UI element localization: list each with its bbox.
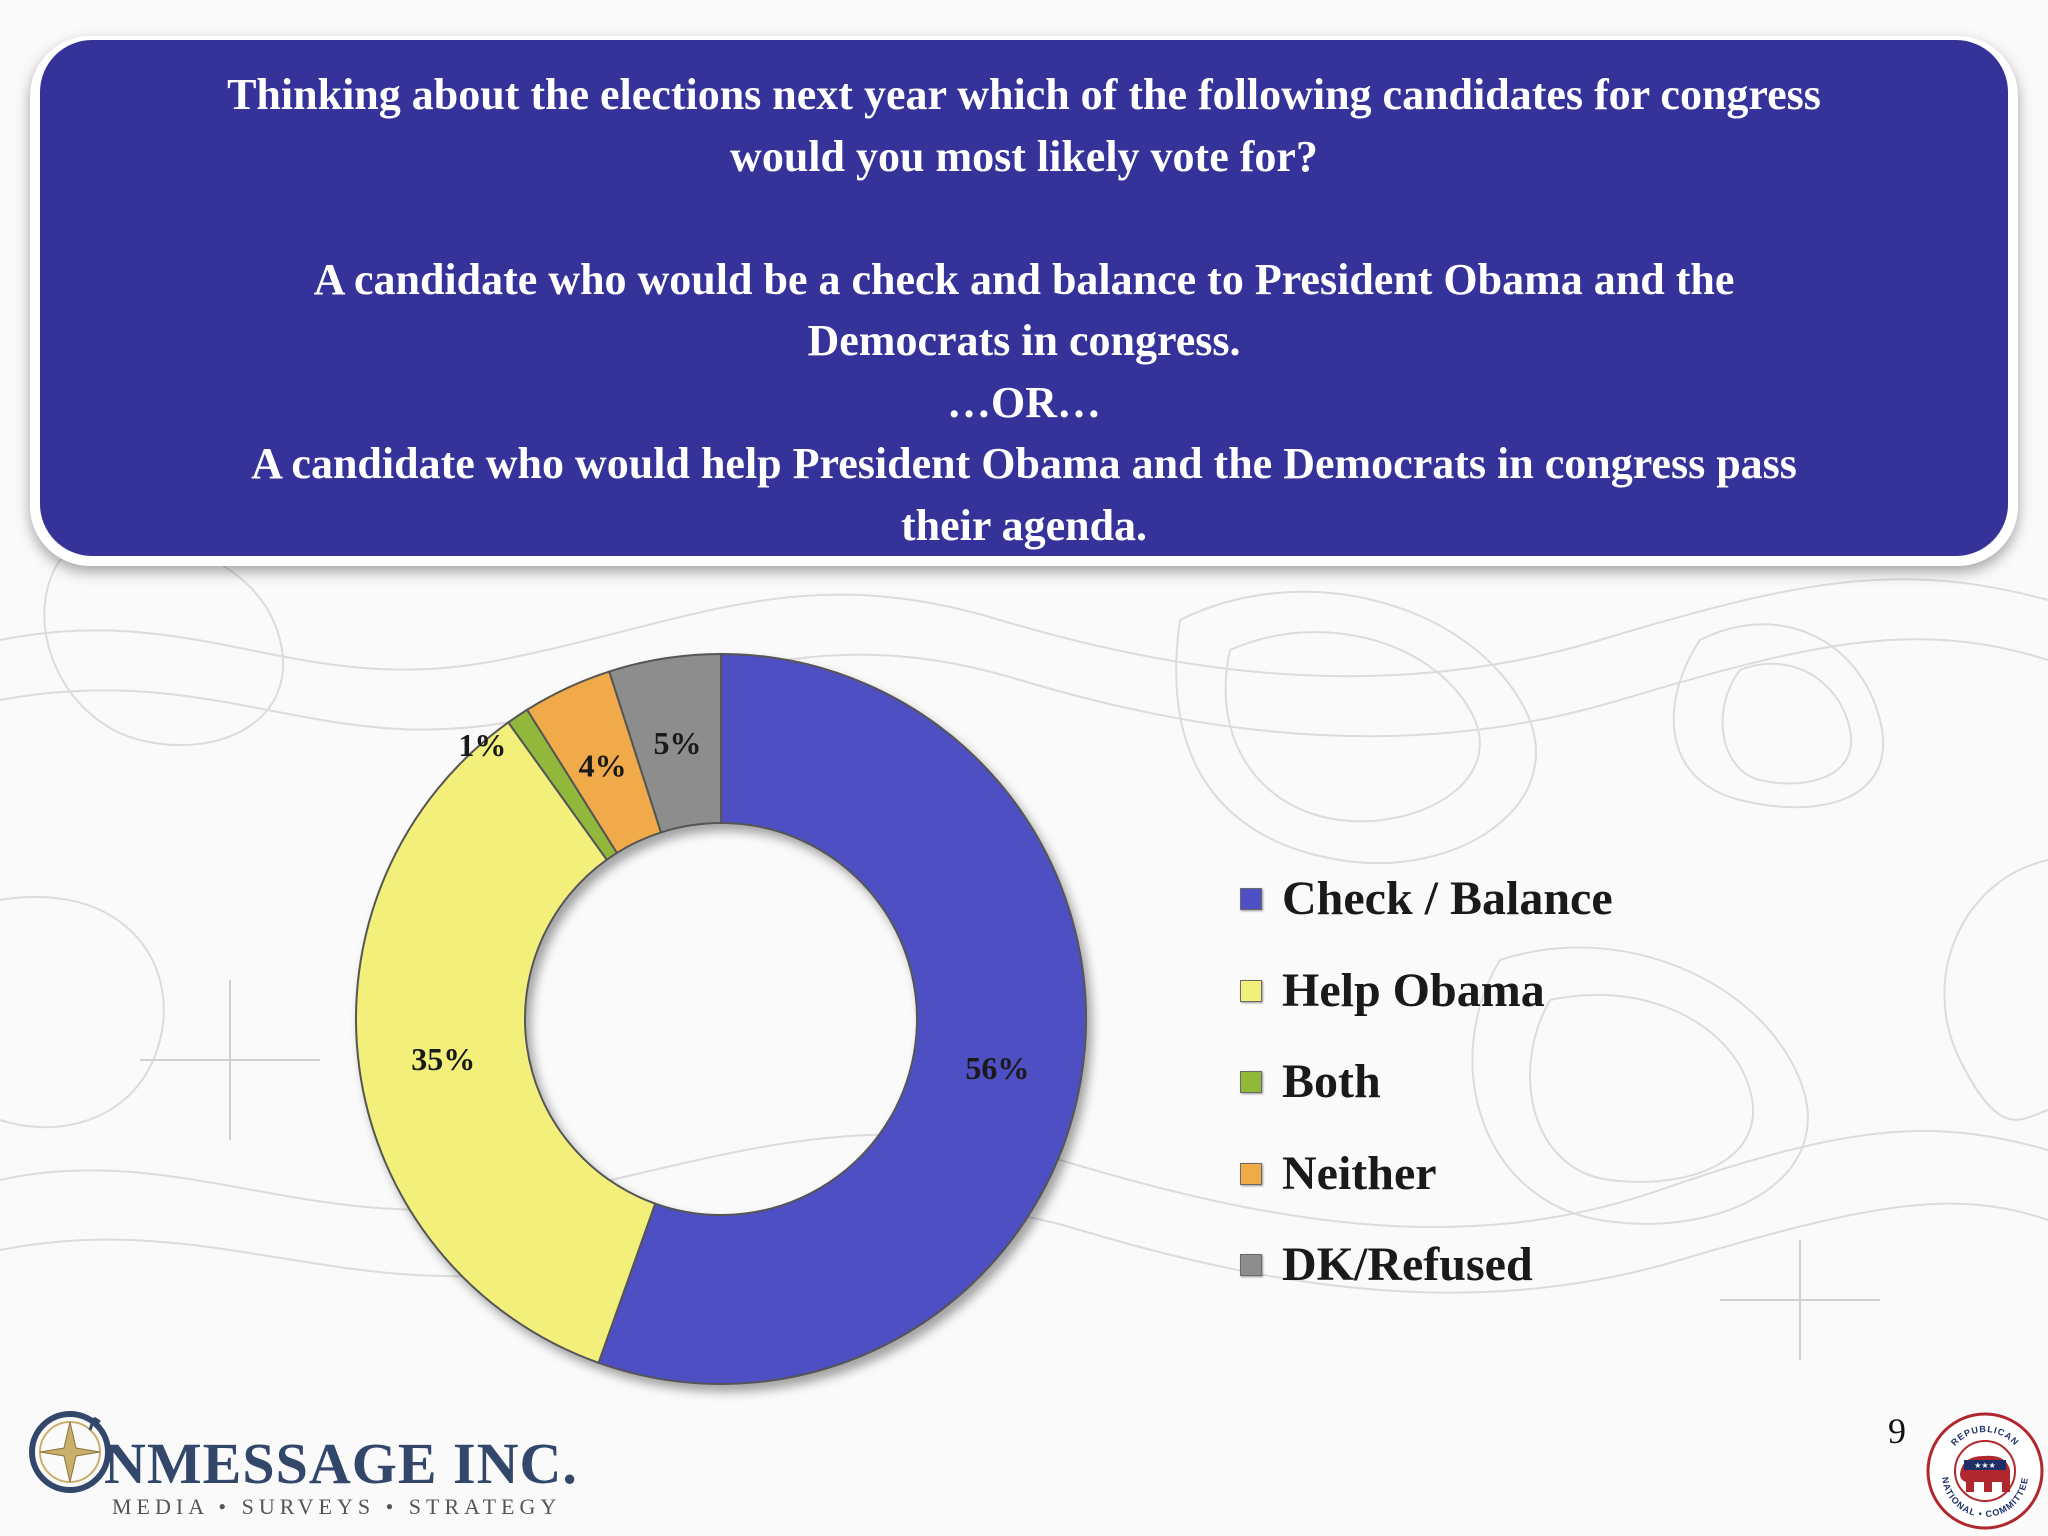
question-banner: Thinking about the elections next year w… (40, 40, 2008, 556)
svg-text:★★★: ★★★ (1974, 1461, 1996, 1470)
donut-slice-help-obama (355, 720, 657, 1365)
legend-label: DK/Refused (1282, 1238, 1533, 1291)
legend-label: Neither (1282, 1146, 1437, 1200)
data-label: 4% (579, 748, 627, 784)
question-line: A candidate who would be a check and bal… (313, 254, 1735, 304)
data-label: 56% (965, 1050, 1029, 1086)
question-line: A candidate who would help President Oba… (251, 439, 1797, 488)
page-number: 9 (1888, 1411, 1906, 1451)
legend-swatch (1240, 1162, 1262, 1185)
question-line: would you most likely vote for? (730, 131, 1318, 181)
donut-slice-check-balance (597, 652, 1088, 1385)
legend-label: Both (1282, 1055, 1381, 1108)
logo-tagline: MEDIA • SURVEYS • STRATEGY (112, 1494, 562, 1519)
legend-label: Check / Balance (1282, 872, 1613, 925)
compass-icon (29, 1411, 111, 1493)
data-label: 35% (411, 1041, 475, 1077)
legend-label: Help Obama (1282, 963, 1545, 1017)
data-label: 1% (458, 727, 506, 763)
legend-swatch (1240, 1254, 1262, 1276)
question-line: their agenda. (900, 500, 1148, 550)
logo-name: NMESSAGE INC. (104, 1431, 578, 1496)
rnc-seal-icon: REPUBLICAN NATIONAL • COMMITTEE ★★★ (1926, 1412, 2044, 1530)
question-line: …OR… (947, 377, 1101, 427)
legend-swatch (1240, 888, 1262, 910)
question-line: Democrats in congress. (807, 316, 1241, 365)
legend-swatch (1240, 1071, 1262, 1093)
donut-slice-dk-refused (608, 652, 722, 834)
question-line: Thinking about the elections next year w… (227, 70, 1821, 119)
onmessage-logo: NMESSAGE INC. MEDIA • SURVEYS • STRATEGY (24, 1400, 577, 1530)
data-label: 5% (654, 725, 702, 761)
legend-swatch (1240, 979, 1262, 1002)
